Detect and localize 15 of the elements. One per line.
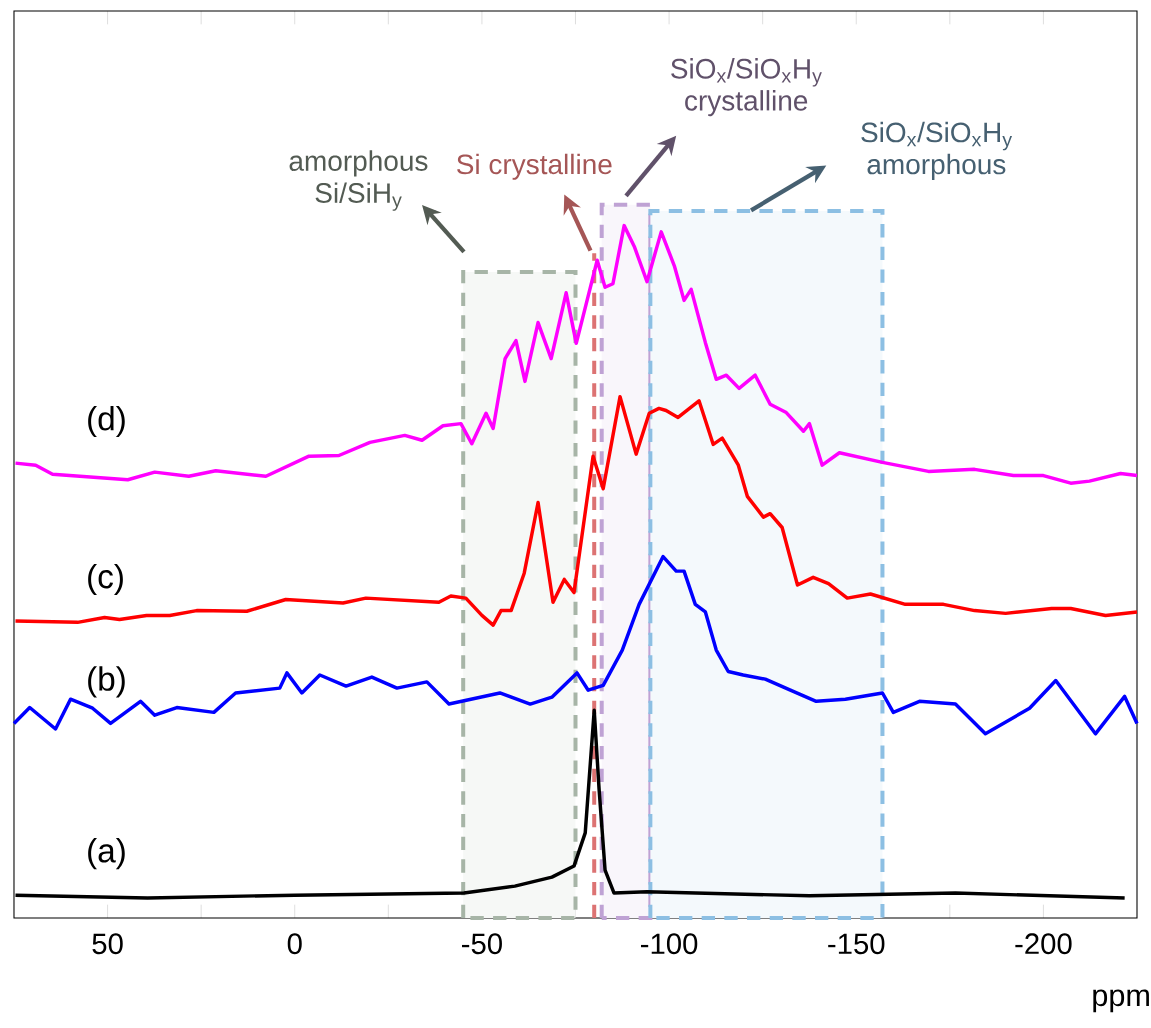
x-axis-title: ppm [1093, 989, 1149, 1013]
x-tick-label: -150 [828, 933, 885, 955]
x-tick-label: -100 [641, 933, 698, 955]
x-tick-label: 0 [287, 933, 302, 955]
series-label: (d) [88, 406, 125, 438]
band-label: SiO$_{x}$/SiO$_{x}$H$_{y}$ amorphous [861, 121, 1013, 180]
ref-line-label: Si crystalline [457, 153, 612, 180]
x-tick-label: -200 [1015, 933, 1072, 955]
series-label: (a) [88, 838, 125, 870]
x-tick-label: -50 [462, 933, 502, 955]
x-tick-label: 50 [92, 933, 123, 955]
series-label: (b) [88, 666, 125, 698]
series-label: (c) [88, 563, 123, 595]
band-label: SiO$_{x}$/SiO$_{x}$H$_{y}$ crystalline [671, 58, 822, 117]
band-label: amorphous Si/SiH$_{y}$ [289, 150, 428, 211]
